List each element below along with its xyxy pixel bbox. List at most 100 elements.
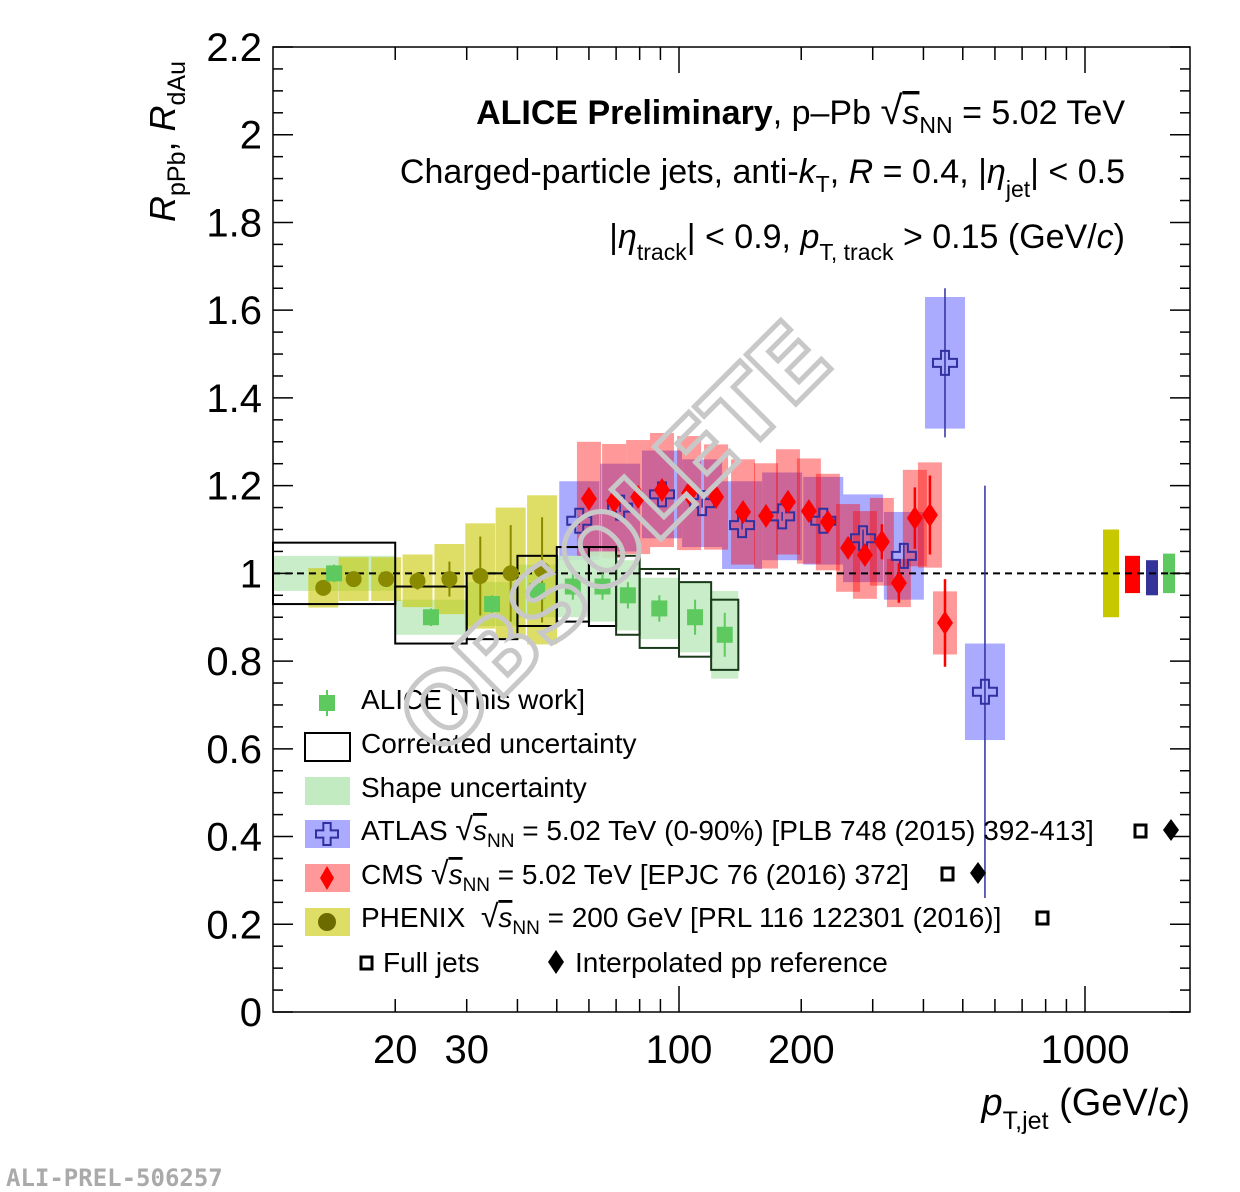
phenix-point [534, 561, 551, 578]
alice-point [687, 609, 704, 626]
alice-correlated-box [710, 598, 740, 671]
r-symbol: R [849, 153, 874, 191]
cms-point [873, 529, 890, 554]
y-tick-label: 0 [240, 991, 262, 1035]
alice-point [484, 596, 501, 613]
normalization-box-phenix [1103, 529, 1119, 618]
s-symbol: s [498, 902, 512, 933]
y-tick-label: 0.8 [206, 640, 262, 684]
legend-interpolated: Interpolated pp reference [575, 947, 888, 978]
cms-point [735, 499, 752, 524]
x-tick-label: 30 [444, 1028, 489, 1072]
y-tick-label: 2 [240, 114, 262, 158]
atlas-name: ATLAS [361, 815, 455, 846]
s-symbol: s [473, 815, 487, 846]
jet-def: Charged-particle jets, anti- [400, 153, 799, 191]
t-subscript: T [816, 171, 830, 197]
eta-cut: | < 0.5 [1030, 153, 1125, 191]
y-axis-title: RpPb, RdAu [142, 61, 191, 222]
sqrt-symbol: √ [880, 89, 902, 133]
y-tick-label: 1.6 [206, 289, 262, 333]
phenix-point [378, 571, 395, 588]
normalization-box-cms [1125, 555, 1140, 594]
y-tick-label: 1.4 [206, 377, 262, 421]
cms-point [606, 488, 623, 513]
header-line-3: |ηtrack| < 0.9, pT, track > 0.15 (GeV/c) [609, 218, 1125, 265]
cms-point [890, 571, 907, 596]
y-sep: , [142, 132, 183, 152]
phenix-point [441, 571, 458, 588]
x-tick-label: 1000 [1041, 1028, 1130, 1072]
cms-interp-diamond-icon [970, 862, 986, 884]
nn-subscript: NN [919, 112, 952, 138]
cms-full-jets-square-icon [940, 866, 955, 882]
nn-subscript: NN [463, 875, 490, 896]
cms-point [819, 510, 836, 535]
system-label: , p–Pb [773, 94, 881, 132]
x-unit-end: ) [1177, 1082, 1190, 1124]
sqrt-symbol: √ [431, 855, 449, 891]
y-tick-label: 0.4 [206, 816, 262, 860]
atlas-full-jets-square-icon [1133, 823, 1148, 839]
header-line-1: ALICE Preliminary, p–Pb √sNN = 5.02 TeV [476, 89, 1125, 138]
alice-point [619, 587, 636, 604]
y-sub1: pPb [163, 152, 191, 196]
phenix-full-jets-square-icon [1035, 910, 1050, 926]
alice-point [651, 600, 668, 617]
phenix-ref: = 200 GeV [PRL 116 122301 (2016)] [540, 902, 1002, 933]
k-symbol: k [799, 153, 818, 191]
cms-point [856, 542, 873, 567]
phenix-point [472, 567, 489, 584]
alice-point [716, 626, 733, 643]
cms-point [921, 503, 938, 528]
abs-bar: | [609, 218, 618, 256]
paren: ) [1114, 218, 1125, 256]
legend-shape: Shape uncertainty [361, 772, 587, 803]
y-tick-label: 1.2 [206, 465, 262, 509]
p-symbol: p [799, 218, 819, 256]
r-value: = 0.4, | [873, 153, 987, 191]
interpolated-diamond-icon [548, 950, 564, 974]
legend-full-jets: Full jets [383, 947, 479, 978]
cms-point [758, 503, 775, 528]
legend-cms-diamond-icon [320, 866, 334, 890]
atlas-point [566, 507, 593, 534]
cms-point [936, 610, 953, 635]
header-line-2: Charged-particle jets, anti-kT, R = 0.4,… [400, 153, 1125, 202]
legend-alice-marker [319, 695, 335, 711]
legend-cms: CMS √sNN = 5.02 TeV [EPJC 76 (2016) 372] [361, 855, 909, 896]
legend-shape-box [305, 777, 350, 805]
data-markers [315, 288, 998, 898]
legend-atlas-cross-icon [315, 822, 339, 846]
normalization-box-alice [1163, 553, 1175, 594]
y-r2: R [142, 106, 183, 132]
nn-subscript: NN [512, 918, 539, 939]
pt-cut: > 0.15 (GeV/ [894, 218, 1098, 256]
axes: 0 0.2 0.4 0.6 0.8 1 1.2 1.4 1.6 1.8 2 2.2 20 30 100 200… [206, 26, 1191, 1072]
x-axis-title: pT,jet (GeV/c) [981, 1082, 1190, 1135]
c-symbol: c [1097, 218, 1114, 256]
legend-alice: ALICE [This work] [361, 684, 585, 715]
legend-correlated-box [304, 732, 351, 762]
cms-point [653, 478, 670, 503]
alice-point [326, 565, 343, 582]
y-sub2: dAu [163, 61, 191, 105]
x-tick-label: 100 [646, 1028, 713, 1072]
alice-point [594, 578, 611, 595]
x-tick-label: 20 [373, 1028, 418, 1072]
nn-subscript: NN [487, 831, 514, 852]
phenix-point [409, 572, 426, 589]
cms-point [580, 486, 597, 511]
legend-phenix-circle-icon [318, 913, 336, 931]
atlas-point [931, 349, 958, 376]
atlas-interp-diamond-icon [1163, 819, 1179, 841]
cms-point [630, 485, 647, 510]
y-tick-label: 2.2 [206, 26, 262, 70]
figure-id: ALI-PREL-506257 [6, 1164, 223, 1192]
x-unit-c: c [1158, 1082, 1177, 1124]
x-unit: (GeV/ [1049, 1082, 1159, 1124]
cms-name: CMS [361, 859, 431, 890]
s-symbol: s [902, 94, 919, 132]
track-subscript: track [637, 239, 687, 265]
